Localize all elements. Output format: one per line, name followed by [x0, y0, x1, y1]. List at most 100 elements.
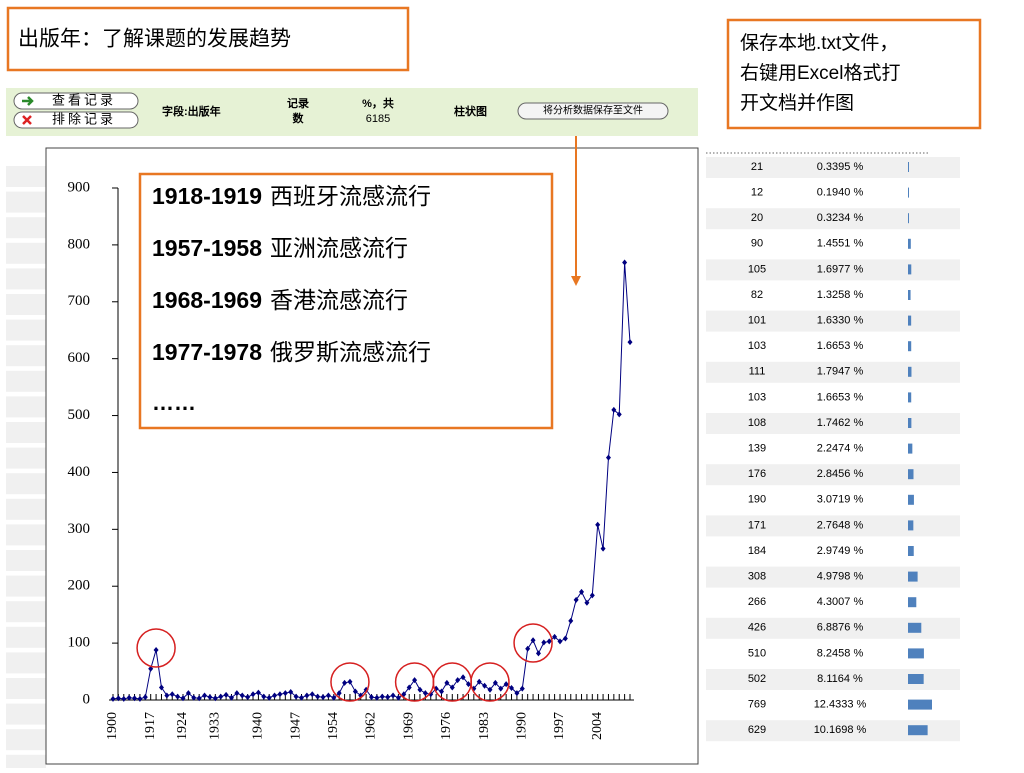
- bar: [908, 725, 928, 736]
- highlight-circle: [513, 623, 553, 663]
- x-tick-label: 1969: [401, 712, 416, 740]
- count: 21: [751, 161, 763, 173]
- arrow-head: [571, 276, 581, 286]
- percent: 2.9749 %: [817, 545, 864, 557]
- count: 176: [748, 468, 766, 480]
- annotation-line: 1957-1958 亚洲流感流行: [152, 235, 408, 261]
- point: [336, 690, 342, 697]
- point: [218, 693, 224, 700]
- percent: 1.6653 %: [817, 340, 864, 352]
- row-bg: [6, 447, 46, 469]
- annotation-years: 1968-1969: [152, 287, 262, 313]
- exclude-button[interactable]: [13, 111, 139, 129]
- row-bg: [706, 489, 960, 511]
- point: [180, 695, 186, 702]
- percent: 8.1164 %: [817, 673, 863, 685]
- point: [158, 684, 164, 691]
- table: 21 0.3395 % 12 0.1940 % 20 0.3234 % 90 1.4551 %…: [706, 157, 960, 742]
- point: [266, 694, 272, 701]
- bar: [908, 392, 912, 403]
- x-tick-label: 1997: [552, 712, 567, 740]
- count: 108: [748, 417, 766, 429]
- point: [228, 694, 234, 701]
- point: [137, 695, 143, 702]
- point: [557, 638, 563, 645]
- row-bg: [6, 498, 46, 520]
- exclude-label[interactable]: 排除记录: [52, 111, 116, 126]
- point: [212, 695, 218, 702]
- point: [476, 678, 482, 685]
- x-tick-label: 1917: [143, 712, 158, 740]
- row-bg: [6, 703, 46, 725]
- count: 266: [748, 596, 766, 608]
- point: [207, 694, 213, 701]
- percent: 1.4551 %: [817, 238, 864, 250]
- row-bg: [6, 217, 46, 239]
- row-bg: [6, 166, 46, 187]
- percent: 0.3395 %: [817, 161, 864, 173]
- percent: 1.6977 %: [817, 263, 864, 275]
- percent: 1.7462 %: [817, 417, 864, 429]
- point: [126, 694, 132, 701]
- point: [487, 686, 493, 693]
- row-bg: [706, 669, 960, 690]
- count: 90: [751, 238, 763, 250]
- view-label[interactable]: 查看记录: [52, 92, 116, 107]
- point: [277, 691, 283, 698]
- percent: 0.1940 %: [817, 187, 864, 199]
- point: [272, 692, 278, 699]
- point: [110, 695, 116, 702]
- count: 171: [748, 519, 766, 531]
- highlight-circle: [470, 662, 510, 702]
- annotation-line: 1918-1919 西班牙流感流行: [152, 183, 431, 209]
- count: 769: [748, 699, 766, 711]
- bar: [908, 366, 912, 377]
- x-tick-label: 1990: [515, 712, 530, 740]
- point: [412, 677, 418, 684]
- row-bg: [706, 157, 960, 178]
- row-bg: [6, 601, 46, 623]
- y-tick-label: 500: [68, 407, 91, 423]
- point: [234, 690, 240, 697]
- annotation-box: [138, 172, 554, 430]
- arrow-icon: [22, 96, 34, 106]
- percent: 12.4333 %: [814, 699, 867, 711]
- row-bg: [706, 541, 960, 562]
- point: [627, 339, 633, 346]
- bar: [908, 290, 911, 300]
- x-tick-label: 1933: [208, 712, 223, 740]
- percent: 4.9798 %: [817, 571, 864, 583]
- point: [519, 685, 525, 692]
- point: [455, 677, 461, 684]
- title-box: [6, 6, 410, 72]
- point: [530, 637, 536, 644]
- point: [600, 545, 606, 552]
- point: [568, 617, 574, 624]
- point: [142, 694, 148, 701]
- col-header: 6185: [366, 113, 390, 125]
- point: [562, 635, 568, 642]
- row-bg: [706, 720, 960, 742]
- row-bg: [706, 336, 960, 358]
- point: [298, 694, 304, 701]
- row-bg: [6, 345, 46, 367]
- note-box: [726, 18, 982, 130]
- point: [622, 259, 628, 266]
- title: 出版年：了解课题的发展趋势: [18, 28, 291, 51]
- save-button[interactable]: [517, 102, 669, 120]
- save-label[interactable]: 将分析数据保存至文件: [543, 104, 643, 117]
- point: [342, 679, 348, 686]
- view-button[interactable]: [13, 92, 139, 110]
- bar: [908, 622, 922, 633]
- point: [331, 694, 337, 701]
- bar: [908, 546, 914, 556]
- point: [390, 692, 396, 699]
- point: [498, 685, 504, 692]
- point: [352, 688, 358, 695]
- point: [492, 679, 498, 686]
- annotation-more: ……: [152, 390, 196, 415]
- count: 139: [748, 443, 766, 455]
- point: [374, 694, 380, 701]
- row-bg: [706, 182, 960, 204]
